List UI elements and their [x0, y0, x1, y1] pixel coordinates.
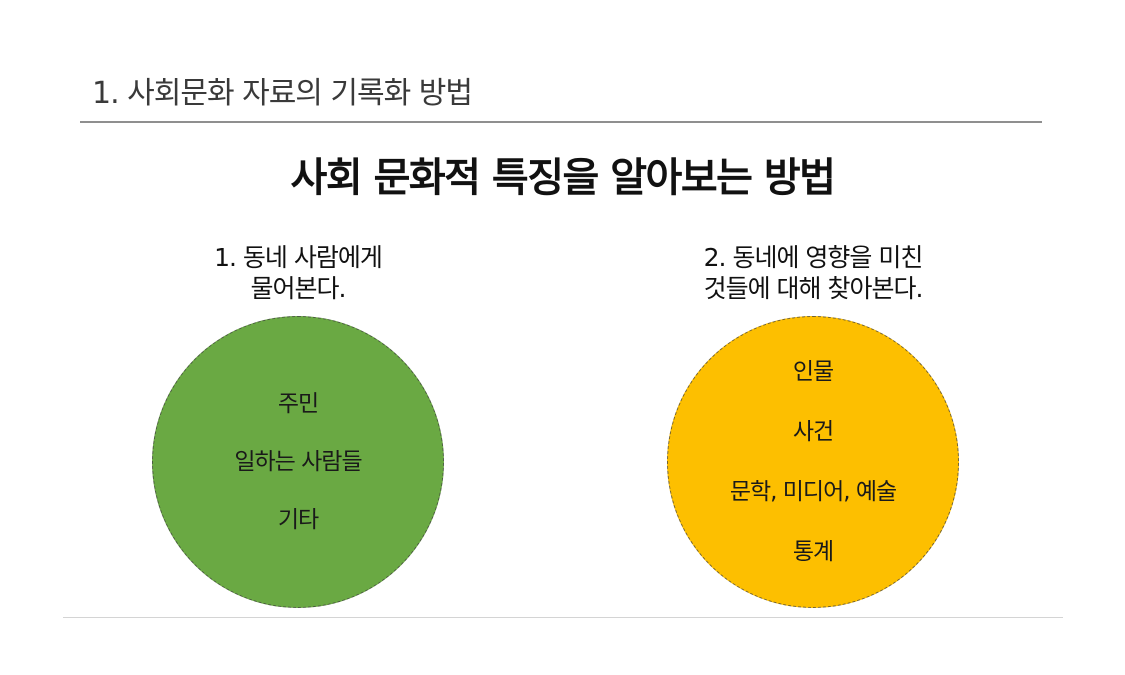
circle-item: 사건	[792, 419, 834, 445]
circle-item: 일하는 사람들	[234, 449, 362, 475]
section-title: 1. 사회문화 자료의 기록화 방법	[92, 76, 473, 111]
main-heading: 사회 문화적 특징을 알아보는 방법	[290, 155, 836, 201]
heading-line: 1. 동네 사람에게	[214, 243, 383, 272]
heading-line: 물어본다.	[250, 274, 347, 303]
circle-item: 기타	[277, 507, 319, 533]
circle-item: 주민	[277, 391, 319, 417]
bottom-divider	[63, 617, 1063, 618]
heading-line: 2. 동네에 영향을 미친	[703, 243, 924, 272]
heading-line: 것들에 대해 찾아본다.	[703, 274, 924, 303]
circle-item: 통계	[792, 539, 834, 565]
column-heading-find-influences: 2. 동네에 영향을 미친 것들에 대해 찾아본다.	[658, 242, 968, 304]
yellow-circle-influences: 인물 사건 문학, 미디어, 예술 통계	[667, 316, 959, 608]
circle-item: 문학, 미디어, 예술	[729, 479, 897, 505]
title-divider	[80, 121, 1042, 123]
circle-item: 인물	[792, 359, 834, 385]
column-heading-ask-people: 1. 동네 사람에게 물어본다.	[148, 242, 448, 304]
green-circle-people: 주민 일하는 사람들 기타	[152, 316, 444, 608]
